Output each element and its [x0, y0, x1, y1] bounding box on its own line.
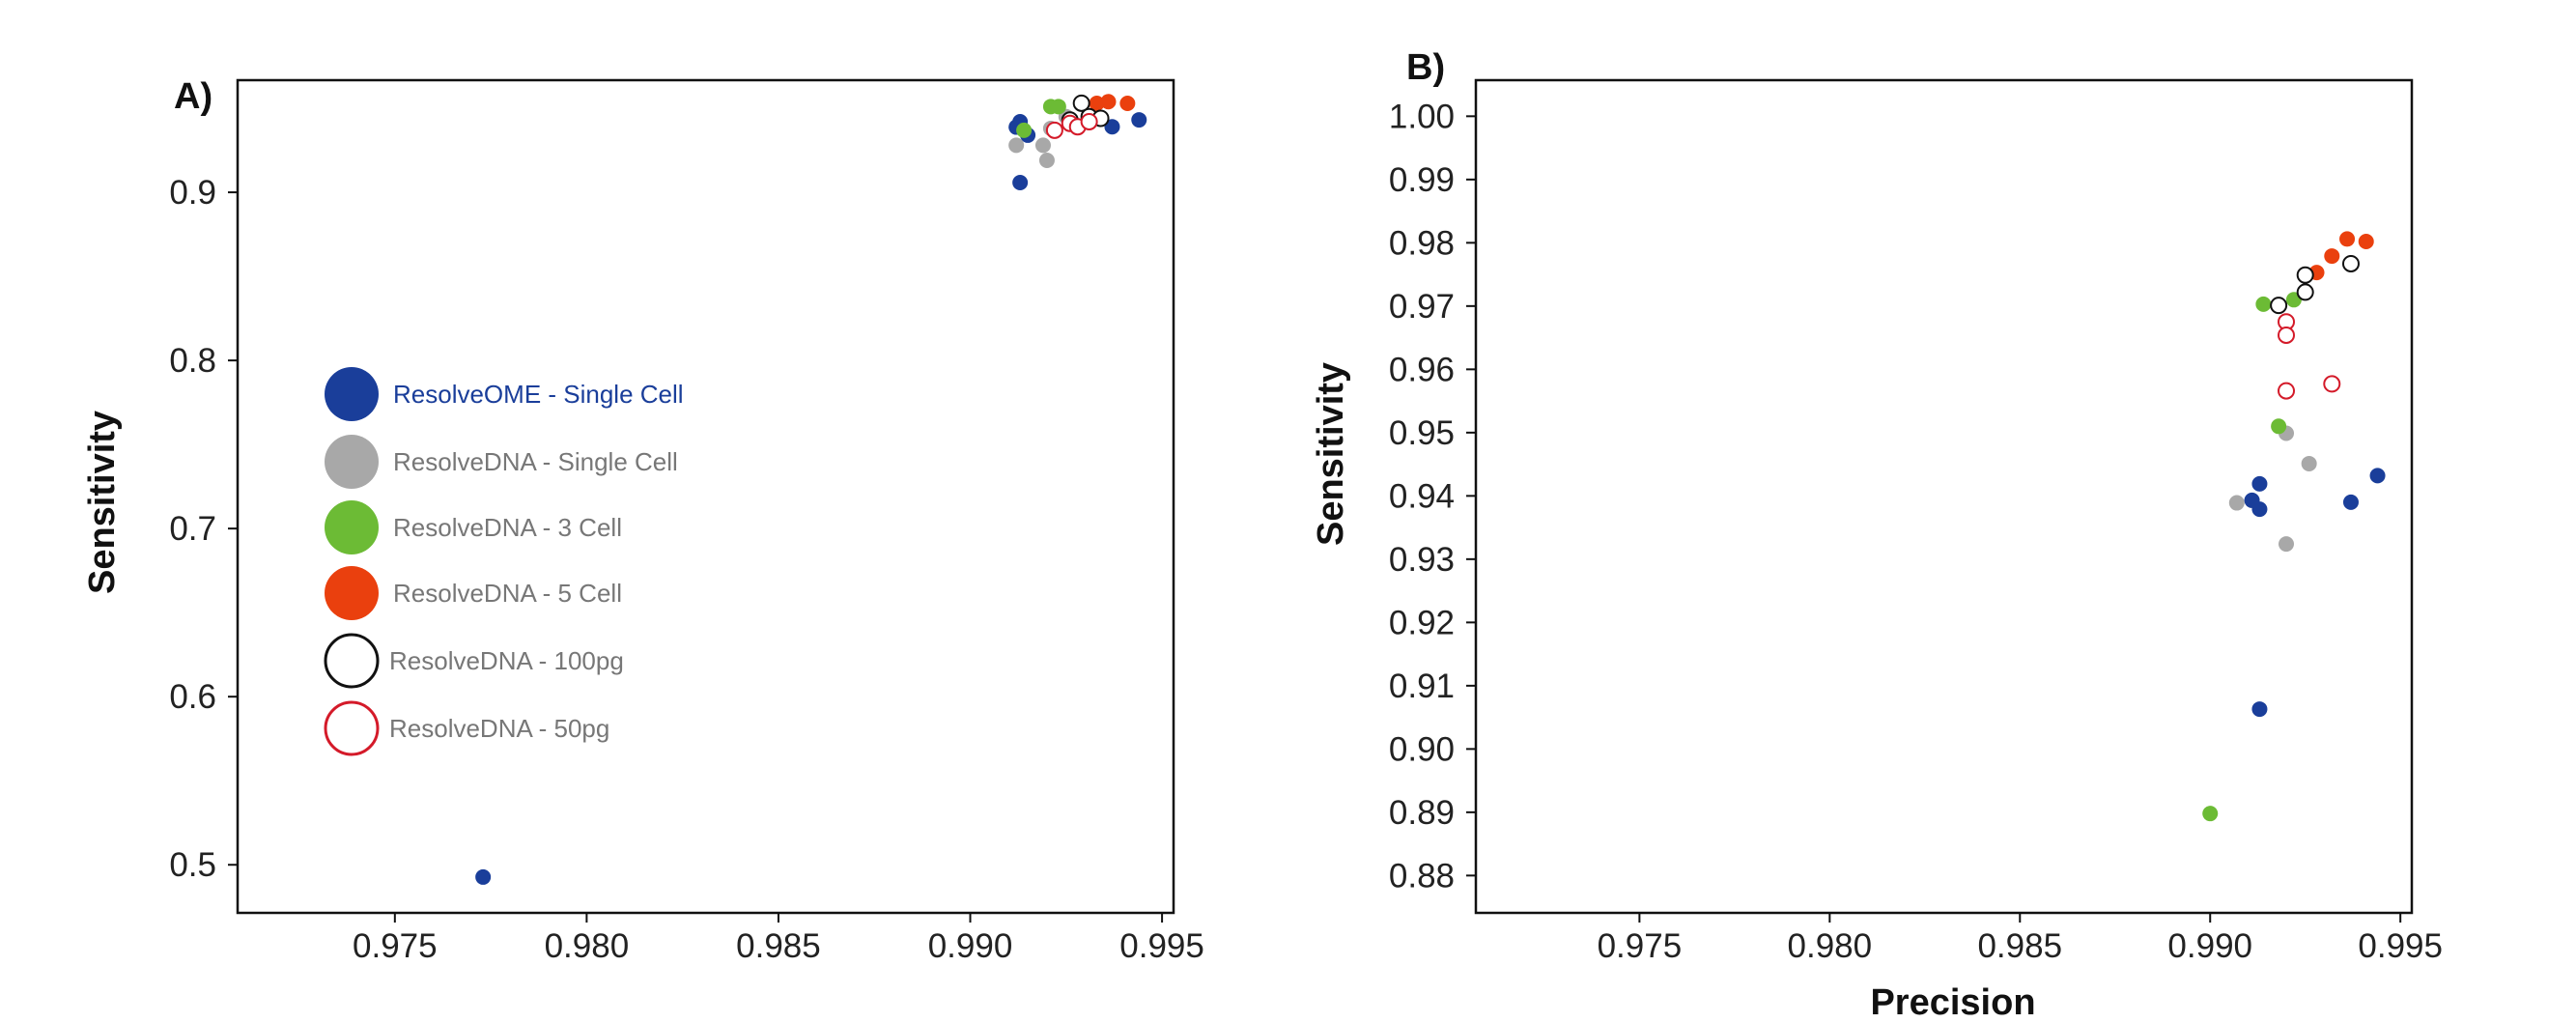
panel-b-x-tick-label: 0.980	[1788, 927, 1873, 965]
panel-a-y-tick-label: 0.8	[169, 342, 216, 380]
panel-a-label: A)	[174, 76, 212, 117]
panel-b-point-resolvedna_5cell	[2358, 234, 2374, 250]
panel-b-point-resolveome	[2251, 701, 2268, 718]
panel-a-ticks: 0.975 0.980 0.985 0.990 0.995 0.5 0.6 0.7 0.8 0.9	[169, 174, 1204, 965]
panel-b-y-tick-label: 0.91	[1389, 668, 1455, 705]
panel-b-y-tick-label: 0.97	[1389, 288, 1455, 326]
legend-marker-resolvedna_100pg	[324, 633, 380, 689]
panel-b-point-resolvedna_3cell	[2202, 806, 2219, 822]
panel-b-point-resolvedna_single	[2279, 536, 2295, 553]
panel-a-point-resolvedna_50pg	[1080, 112, 1098, 130]
panel-a-point-resolvedna_5cell	[1100, 94, 1117, 110]
panel-b: B) 0.975 0.980 0.985 0.990 0.995 0.88 0.89 0.90…	[1311, 47, 2443, 1023]
panel-b-x-axis-title: Precision	[1870, 982, 2035, 1023]
panel-b-y-tick-label: 0.89	[1389, 794, 1455, 832]
panel-b-point-resolvedna_3cell	[2255, 296, 2272, 312]
panel-a-point-resolveome	[1104, 119, 1120, 135]
panel-b-label: B)	[1406, 47, 1445, 88]
panel-a-points	[475, 94, 1147, 885]
legend-label-resolvedna_100pg: ResolveDNA - 100pg	[389, 646, 624, 675]
panel-b-x-tick-label: 0.995	[2358, 927, 2443, 965]
panel-b-y-axis-title: Sensitivity	[1311, 362, 1351, 546]
legend-marker-resolvedna_3cell	[325, 500, 379, 554]
panel-b-point-resolvedna_50pg	[2278, 326, 2296, 344]
legend-marker-resolvedna_5cell	[325, 566, 379, 620]
panel-b-point-resolvedna_100pg	[2296, 266, 2314, 284]
panel-a-point-resolvedna_5cell	[1119, 96, 1136, 112]
panel-b-plot-frame	[1474, 78, 2414, 915]
panel-b-x-tick-label: 0.985	[1977, 927, 2062, 965]
panel-b-y-tick-label: 0.96	[1389, 351, 1455, 388]
panel-b-y-tick-label: 0.94	[1389, 477, 1455, 515]
panel-a-legend: ResolveOME - Single Cell ResolveDNA - Sin…	[324, 367, 684, 756]
panel-b-y-tick-label: 0.93	[1389, 541, 1455, 579]
panel-a-y-tick-label: 0.7	[169, 510, 216, 548]
panel-a-y-axis-title: Sensitivity	[82, 411, 123, 594]
panel-a-point-resolvedna_5cell	[1089, 96, 1105, 112]
legend-marker-resolvedna_single	[325, 435, 379, 489]
panel-b-point-resolvedna_100pg	[2341, 254, 2360, 272]
panel-a-point-resolvedna_100pg	[1072, 94, 1090, 112]
panel-a-point-resolvedna_3cell	[1016, 122, 1033, 138]
panel-a-plot-frame	[236, 78, 1175, 915]
panel-a-point-resolveome	[475, 868, 492, 885]
panel-a-point-resolveome	[1012, 174, 1029, 190]
panel-b-point-resolvedna_50pg	[2323, 375, 2341, 393]
panel-b-y-tick-label: 0.88	[1389, 857, 1455, 895]
panel-a-point-resolvedna_3cell	[1050, 99, 1066, 115]
panel-a-point-resolveome	[1131, 112, 1147, 128]
panel-b-y-tick-label: 0.99	[1389, 161, 1455, 199]
panel-b-point-resolvedna_5cell	[2324, 248, 2340, 265]
panel-b-point-resolvedna_5cell	[2339, 231, 2356, 247]
panel-a-x-tick-label: 0.985	[736, 927, 821, 965]
panel-b-y-tick-label: 0.90	[1389, 730, 1455, 768]
panel-b-point-resolveome	[2342, 494, 2359, 510]
panel-b-y-tick-label: 1.00	[1389, 98, 1455, 135]
panel-b-point-resolvedna_50pg	[2278, 382, 2296, 400]
panel-a-y-tick-label: 0.9	[169, 174, 216, 212]
panel-b-point-resolvedna_single	[2228, 495, 2245, 511]
panel-a-x-tick-label: 0.995	[1119, 927, 1204, 965]
panel-b-point-resolvedna_100pg	[2296, 283, 2314, 301]
legend-label-resolvedna_single: ResolveDNA - Single Cell	[393, 447, 678, 476]
panel-a: A) 0.975 0.980 0.985 0.990 0.995 0.5 0.6 0.7 0.8…	[82, 76, 1204, 965]
panel-a-y-tick-label: 0.6	[169, 678, 216, 716]
panel-b-y-tick-label: 0.92	[1389, 604, 1455, 641]
panel-b-y-tick-label: 0.95	[1389, 414, 1455, 452]
panel-b-point-resolveome	[2251, 475, 2268, 492]
panel-b-point-resolveome	[2251, 501, 2268, 518]
panel-b-x-tick-label: 0.990	[2167, 927, 2252, 965]
legend-label-resolvedna_5cell: ResolveDNA - 5 Cell	[393, 579, 622, 608]
panel-b-point-resolvedna_single	[2301, 455, 2317, 471]
panel-a-point-resolvedna_single	[1008, 137, 1025, 154]
panel-b-y-tick-label: 0.98	[1389, 224, 1455, 262]
panel-b-x-tick-label: 0.975	[1598, 927, 1683, 965]
panel-b-ticks: 0.975 0.980 0.985 0.990 0.995 0.88 0.89 0.90 0.9…	[1389, 98, 2443, 965]
legend-label-resolveome: ResolveOME - Single Cell	[393, 380, 684, 409]
legend-marker-resolvedna_50pg	[324, 700, 380, 756]
panel-b-points	[2202, 231, 2386, 822]
panel-b-point-resolvedna_100pg	[2270, 297, 2288, 315]
panel-a-point-resolvedna_single	[1034, 137, 1051, 154]
panel-b-point-resolveome	[2369, 468, 2386, 484]
panel-a-y-tick-label: 0.5	[169, 846, 216, 884]
panel-a-point-resolvedna_single	[1038, 153, 1055, 169]
legend-marker-resolveome	[325, 367, 379, 421]
panel-a-x-tick-label: 0.980	[545, 927, 630, 965]
panel-a-x-tick-label: 0.990	[928, 927, 1013, 965]
legend-label-resolvedna_50pg: ResolveDNA - 50pg	[389, 714, 609, 743]
panel-a-x-tick-label: 0.975	[353, 927, 438, 965]
panel-a-point-resolvedna_50pg	[1045, 121, 1063, 139]
legend-label-resolvedna_3cell: ResolveDNA - 3 Cell	[393, 513, 622, 542]
panel-b-point-resolvedna_3cell	[2271, 418, 2287, 435]
